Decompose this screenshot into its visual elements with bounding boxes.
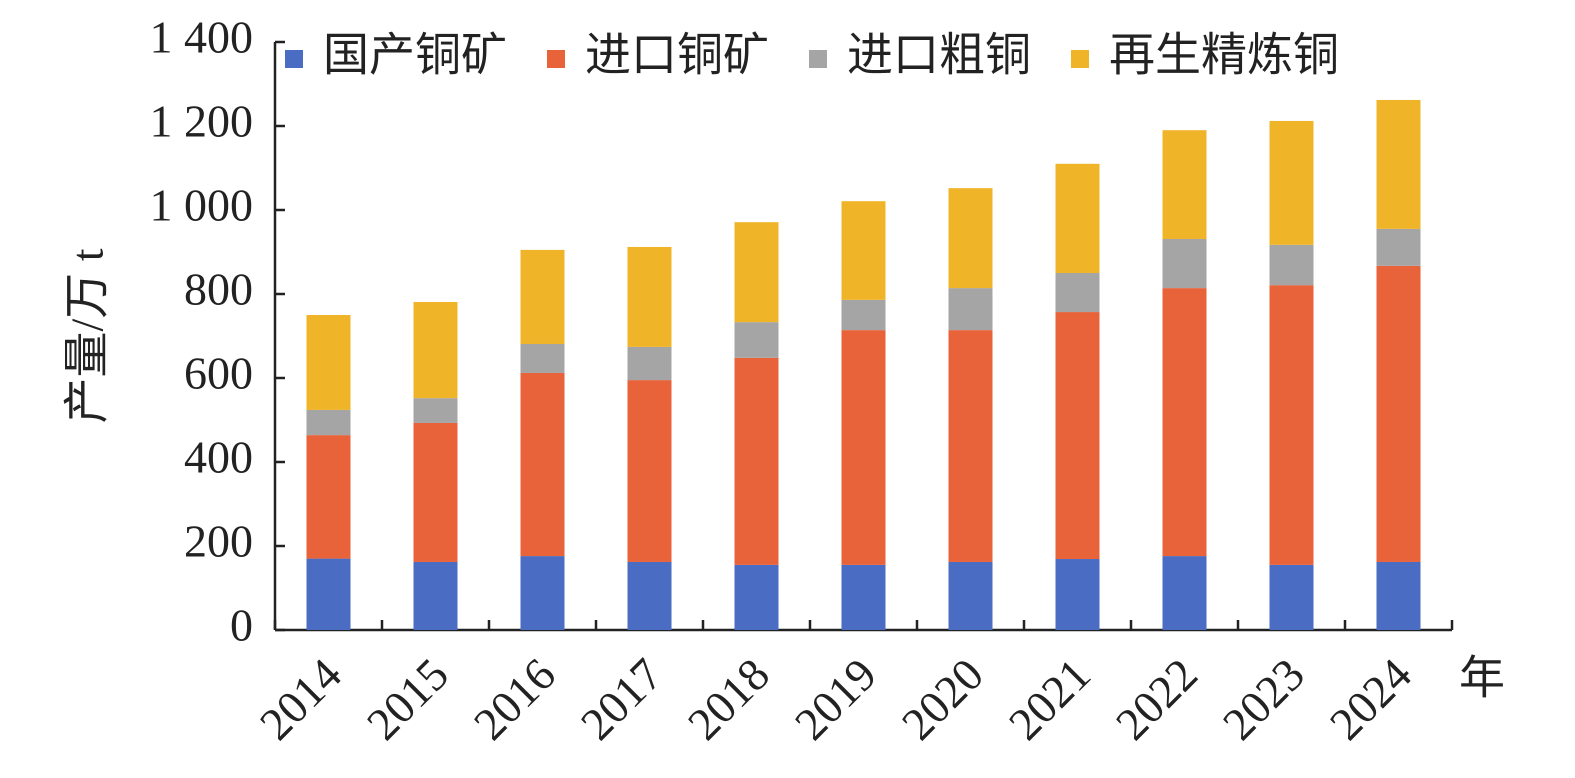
bar-segment [841, 299, 886, 331]
y-tick-label: 1 000 [150, 180, 254, 231]
bar-segment [1269, 244, 1314, 286]
y-axis-label: 产量/万 t [62, 248, 113, 423]
y-tick-label: 200 [184, 516, 253, 567]
legend-label: 再生精炼铜 [1109, 30, 1339, 81]
bar-segment [1269, 120, 1314, 245]
bar-segment [1376, 99, 1421, 229]
bar-segment [306, 558, 351, 630]
x-tick-label: 2021 [999, 648, 1100, 749]
bar-segment [413, 301, 458, 399]
bar-segment [627, 246, 672, 347]
bar-segment [1162, 130, 1207, 239]
bar-segment [306, 435, 351, 559]
y-tick-label: 800 [184, 264, 253, 315]
bar-segment [1055, 163, 1100, 273]
x-tick-label: 2019 [785, 648, 886, 749]
y-tick-label: 600 [184, 348, 253, 399]
bar-segment [306, 315, 351, 410]
x-axis-label: 年 [1459, 653, 1505, 704]
bar-segment [841, 201, 886, 300]
bar-segment [1055, 312, 1100, 560]
bar-segment [734, 222, 779, 323]
legend-label: 进口粗铜 [847, 30, 1031, 81]
legend-swatch [809, 50, 827, 68]
bar-segment [413, 422, 458, 562]
bar-segment [1162, 556, 1207, 630]
legend-label: 进口铜矿 [585, 30, 769, 81]
legend-swatch [547, 50, 565, 68]
bar-segment [413, 561, 458, 630]
bar-segment [841, 564, 886, 630]
x-tick-label: 2023 [1213, 648, 1314, 749]
x-tick-label: 2015 [357, 648, 458, 749]
bar-segment [520, 372, 565, 557]
bar-segment [520, 556, 565, 630]
bar-segment [627, 380, 672, 562]
legend-swatch [1071, 50, 1089, 68]
bar-segment [948, 330, 993, 562]
bar-segment [520, 249, 565, 344]
x-tick-label: 2016 [464, 648, 565, 749]
bar-segment [627, 346, 672, 381]
bar-segment [734, 322, 779, 358]
bar-segment [520, 343, 565, 373]
x-tick-label: 2017 [571, 648, 672, 749]
bar-segment [1055, 273, 1100, 313]
bar-segment [1055, 559, 1100, 630]
bar-segment [948, 188, 993, 289]
bar-segment [1162, 238, 1207, 289]
bar-segment [1376, 265, 1421, 562]
x-tick-label: 2024 [1320, 648, 1421, 749]
x-tick-label: 2018 [678, 648, 779, 749]
x-tick-label: 2020 [892, 648, 993, 749]
bar-segment [1269, 564, 1314, 630]
bar-segment [841, 330, 886, 565]
bar-segment [948, 561, 993, 630]
y-tick-label: 1 200 [150, 96, 254, 147]
x-tick-label: 2014 [250, 648, 351, 749]
y-tick-label: 1 400 [150, 12, 254, 63]
bar-segment [1269, 285, 1314, 565]
legend-label: 国产铜矿 [323, 30, 507, 81]
y-tick-label: 400 [184, 432, 253, 483]
bar-segment [306, 409, 351, 436]
bar-segment [413, 398, 458, 423]
bar-segment [1376, 561, 1421, 630]
bar-segment [1162, 288, 1207, 557]
bar-segment [948, 288, 993, 331]
legend-swatch [285, 50, 303, 68]
bar-segment [1376, 228, 1421, 266]
bar-segment [734, 564, 779, 630]
y-tick-label: 0 [230, 600, 253, 651]
bar-segment [627, 561, 672, 630]
bar-segment [734, 357, 779, 565]
x-tick-label: 2022 [1106, 648, 1207, 749]
